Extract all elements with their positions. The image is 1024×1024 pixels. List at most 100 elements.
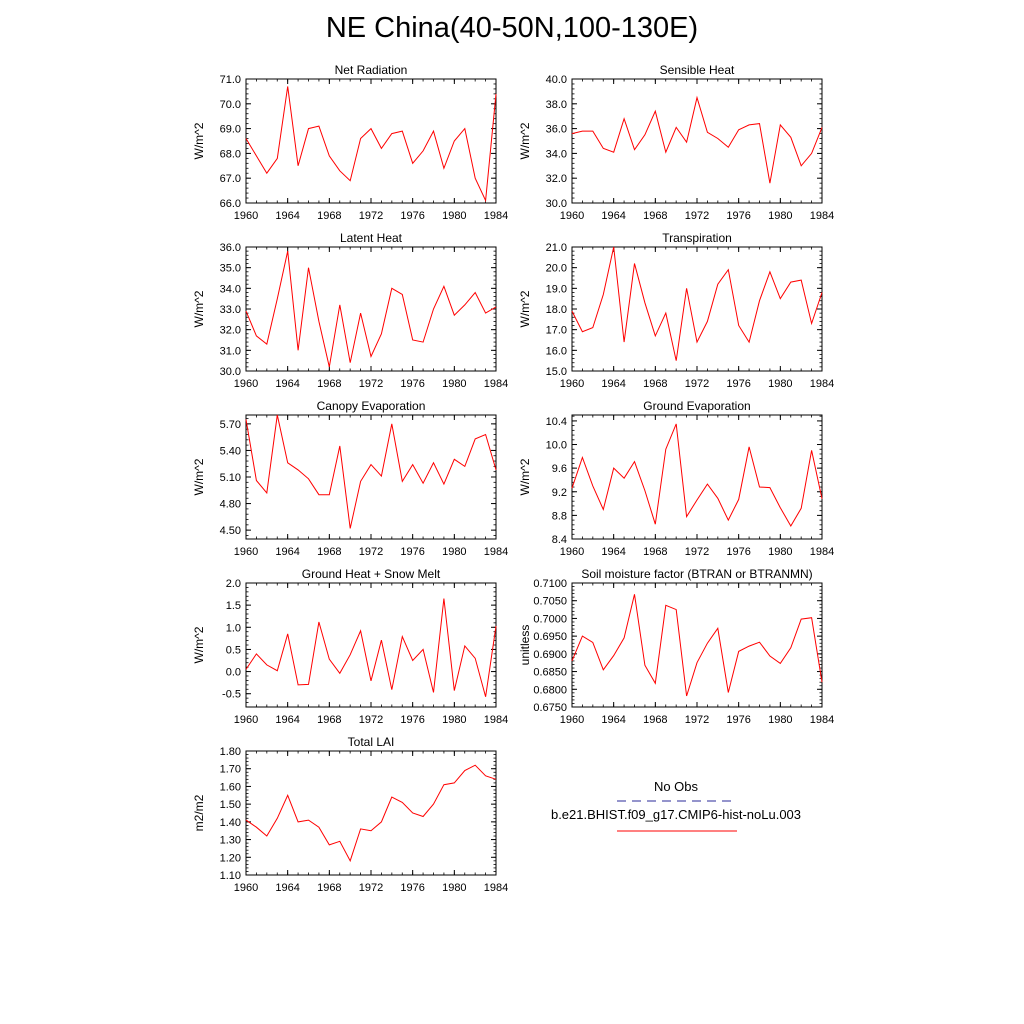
x-tick-label: 1964 (275, 378, 299, 390)
x-tick-label: 1984 (484, 714, 508, 726)
x-tick-label: 1980 (442, 546, 466, 558)
y-tick-label: 4.80 (220, 499, 241, 511)
y-tick-label: 2.0 (226, 578, 241, 590)
y-tick-label: 69.0 (220, 124, 241, 136)
x-tick-label: 1968 (643, 210, 667, 222)
plot-frame (245, 246, 497, 372)
x-tick-label: 1964 (601, 210, 625, 222)
y-tick-label: 16.0 (546, 345, 567, 357)
x-tick-label: 1976 (726, 210, 750, 222)
y-tick-label: 71.0 (220, 74, 241, 86)
x-tick-label: 1976 (400, 546, 424, 558)
chart-title: Canopy Evaporation (317, 399, 426, 413)
x-tick-label: 1972 (685, 378, 709, 390)
x-tick-label: 1980 (442, 378, 466, 390)
x-tick-label: 1972 (359, 378, 383, 390)
y-tick-label: 38.0 (546, 99, 567, 111)
y-tick-label: 30.0 (546, 198, 567, 210)
chart-title: Transpiration (662, 231, 732, 245)
x-tick-label: 1960 (560, 210, 584, 222)
x-tick-label: 1972 (685, 210, 709, 222)
y-tick-label: 15.0 (546, 366, 567, 378)
x-tick-label: 1980 (768, 546, 792, 558)
series-line (245, 598, 497, 697)
x-tick-label: 1976 (400, 714, 424, 726)
y-tick-label: 0.7050 (533, 596, 567, 608)
y-tick-label: 8.8 (552, 510, 567, 522)
x-tick-label: 1984 (484, 210, 508, 222)
chart-panel-2: Sensible Heat W/m^2 1960 1964 1968 1972 1976 19… (518, 63, 834, 222)
y-axis-label: W/m^2 (518, 290, 532, 327)
y-tick-label: 18.0 (546, 304, 567, 316)
y-tick-label: 19.0 (546, 283, 567, 295)
y-tick-label: 31.0 (220, 345, 241, 357)
series-line (245, 414, 497, 529)
x-tick-label: 1964 (275, 882, 299, 894)
y-tick-label: 0.0 (226, 667, 241, 679)
x-tick-label: 1968 (317, 714, 341, 726)
y-tick-label: 0.6900 (533, 649, 567, 661)
chart-title: Ground Heat + Snow Melt (302, 567, 441, 581)
series-line (245, 764, 497, 863)
chart-title: Total LAI (348, 735, 395, 749)
chart-panel-3: Latent Heat W/m^2 1960 1964 1968 1972 1976 1980… (192, 231, 508, 390)
x-tick-label: 1964 (601, 546, 625, 558)
y-tick-label: 20.0 (546, 263, 567, 275)
y-tick-label: 9.6 (552, 463, 567, 475)
legend-label-model: b.e21.BHIST.f09_g17.CMIP6-hist-noLu.003 (550, 807, 802, 822)
y-tick-label: 40.0 (546, 74, 567, 86)
x-tick-label: 1968 (317, 210, 341, 222)
y-axis-label: W/m^2 (192, 458, 206, 495)
x-tick-label: 1960 (234, 882, 258, 894)
y-tick-label: 1.80 (220, 746, 241, 758)
plot-frame (245, 414, 497, 540)
x-tick-label: 1968 (643, 378, 667, 390)
y-tick-label: 1.30 (220, 835, 241, 847)
y-tick-label: 10.4 (546, 416, 567, 428)
y-tick-label: 34.0 (546, 148, 567, 160)
x-tick-label: 1972 (359, 546, 383, 558)
x-tick-label: 1960 (234, 378, 258, 390)
x-tick-label: 1980 (442, 714, 466, 726)
y-tick-label: 5.70 (220, 419, 241, 431)
chart-title: Soil moisture factor (BTRAN or BTRANMN) (581, 567, 812, 581)
chart-title: Net Radiation (335, 63, 408, 77)
x-tick-label: 1964 (275, 714, 299, 726)
x-tick-label: 1968 (643, 714, 667, 726)
y-tick-label: 1.60 (220, 781, 241, 793)
y-tick-label: 67.0 (220, 173, 241, 185)
y-tick-label: 66.0 (220, 198, 241, 210)
y-tick-label: 0.7100 (533, 578, 567, 590)
chart-panel-5: Canopy Evaporation W/m^2 1960 1964 1968 1972 1… (192, 399, 508, 558)
y-tick-label: 0.6800 (533, 684, 567, 696)
x-tick-label: 1980 (442, 210, 466, 222)
y-tick-label: 70.0 (220, 99, 241, 111)
x-tick-label: 1972 (359, 210, 383, 222)
y-tick-label: 1.50 (220, 799, 241, 811)
y-tick-label: 32.0 (220, 325, 241, 337)
x-tick-label: 1980 (768, 714, 792, 726)
x-tick-label: 1984 (810, 378, 834, 390)
plot-frame (245, 582, 497, 708)
x-tick-label: 1964 (275, 546, 299, 558)
x-tick-label: 1964 (601, 378, 625, 390)
y-tick-label: 68.0 (220, 148, 241, 160)
chart-panel-1: Net Radiation W/m^2 1960 1964 1968 1972 1976 19… (192, 63, 508, 222)
y-tick-label: 8.4 (552, 534, 567, 546)
x-tick-label: 1972 (685, 546, 709, 558)
x-tick-label: 1960 (560, 546, 584, 558)
plot-frame (245, 750, 497, 876)
x-tick-label: 1980 (768, 378, 792, 390)
chart-title: Ground Evaporation (643, 399, 750, 413)
y-tick-label: -0.5 (222, 689, 241, 701)
y-tick-label: 1.70 (220, 764, 241, 776)
y-tick-label: 32.0 (546, 173, 567, 185)
x-tick-label: 1972 (359, 714, 383, 726)
x-tick-label: 1960 (560, 714, 584, 726)
y-tick-label: 36.0 (220, 242, 241, 254)
x-tick-label: 1964 (601, 714, 625, 726)
plot-frame (245, 78, 497, 204)
x-tick-label: 1980 (442, 882, 466, 894)
y-axis-label: W/m^2 (518, 122, 532, 159)
